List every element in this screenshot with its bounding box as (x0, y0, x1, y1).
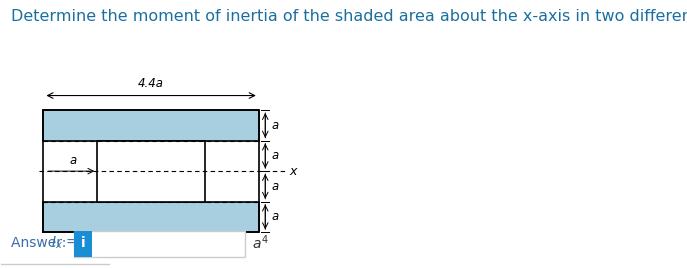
Text: $a^4$: $a^4$ (251, 233, 269, 252)
Text: $I_x$: $I_x$ (51, 234, 63, 251)
Polygon shape (43, 202, 259, 232)
Text: 4.4a: 4.4a (138, 77, 164, 90)
Polygon shape (43, 110, 259, 141)
Text: $x$: $x$ (289, 165, 299, 178)
Text: Answer:: Answer: (11, 236, 71, 250)
Text: a: a (271, 119, 279, 132)
Text: Determine the moment of inertia of the shaded area about the x-axis in two diffe: Determine the moment of inertia of the s… (11, 9, 687, 24)
Text: a: a (271, 149, 279, 162)
FancyBboxPatch shape (74, 231, 91, 257)
Text: =: = (66, 236, 78, 250)
Text: a: a (271, 180, 279, 193)
FancyBboxPatch shape (74, 231, 245, 257)
Text: i: i (80, 236, 85, 250)
Polygon shape (98, 141, 205, 202)
Text: a: a (69, 154, 76, 167)
Text: a: a (271, 210, 279, 224)
